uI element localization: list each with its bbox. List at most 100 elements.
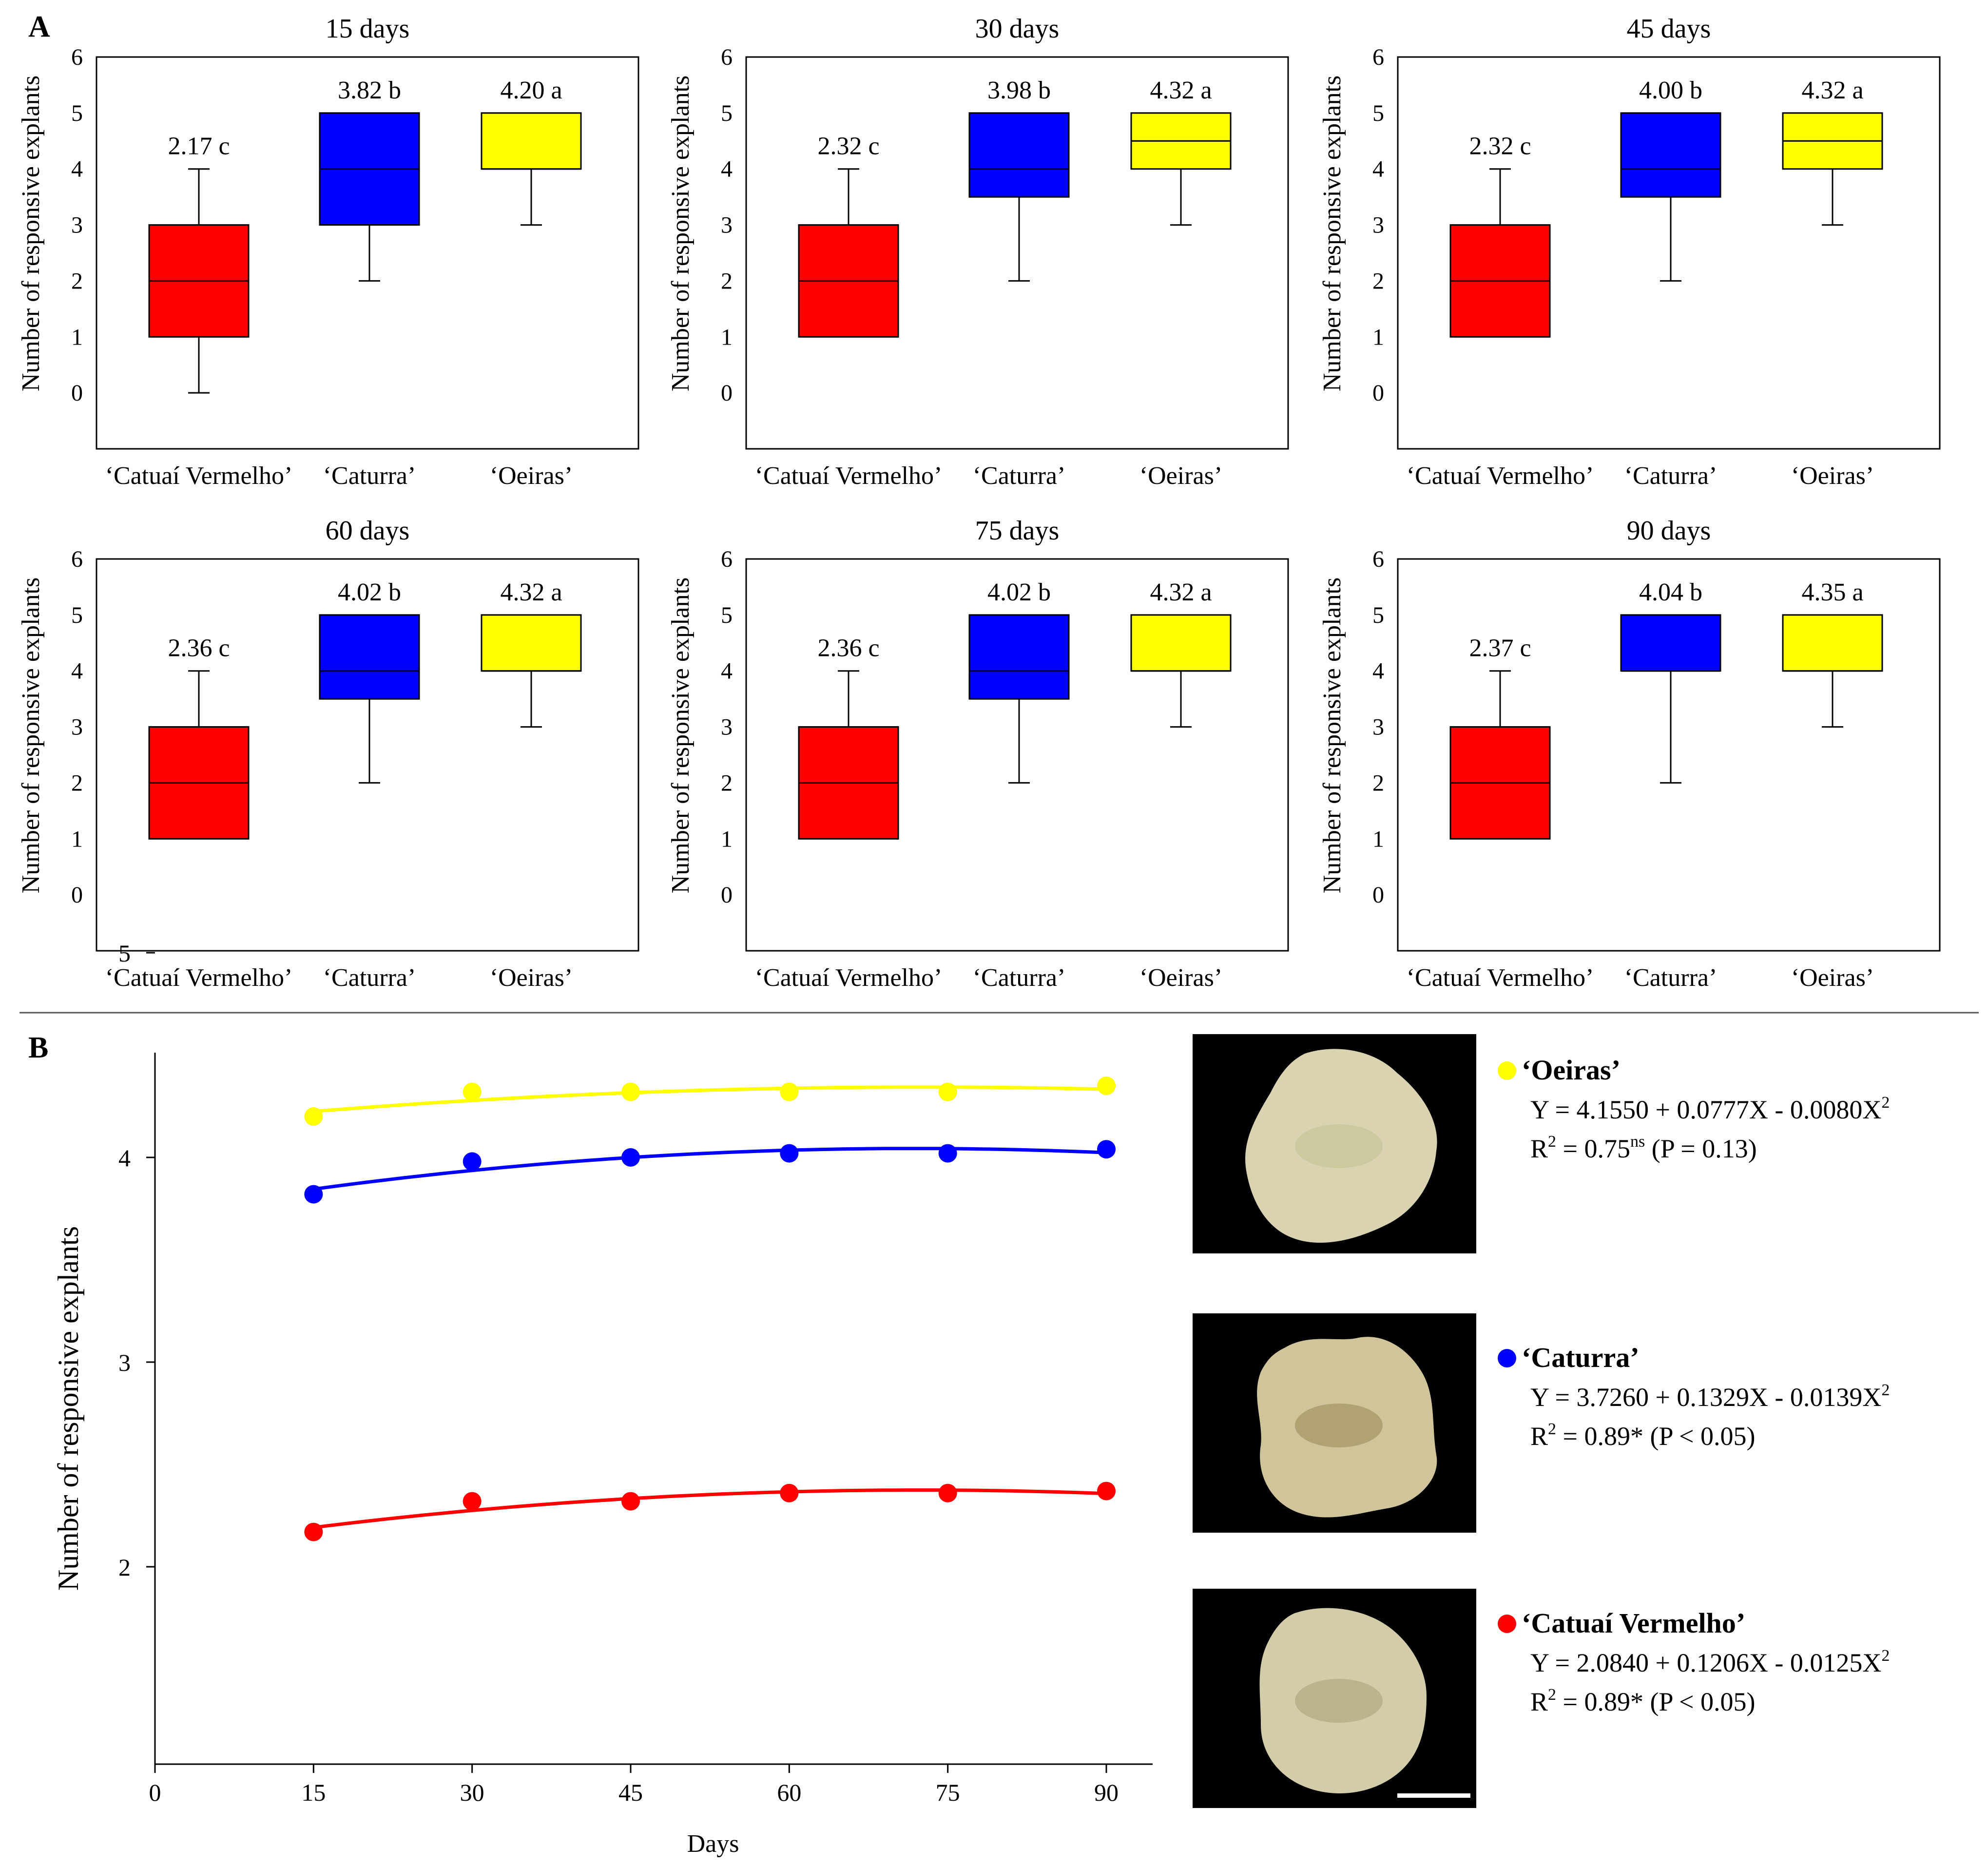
panel-title: 30 days <box>975 14 1060 44</box>
box: 2.17 c <box>148 133 250 394</box>
y-tick-label: 5 <box>1372 602 1384 628</box>
y-axis-label: Number of responsive explants <box>1318 577 1346 893</box>
box: 2.36 c <box>148 635 250 840</box>
panel-title: 45 days <box>1627 14 1711 44</box>
data-point <box>463 1492 482 1511</box>
plot-frame <box>96 56 639 450</box>
box: 4.20 a <box>481 77 582 226</box>
data-point <box>938 1483 957 1502</box>
mean-label: 4.32 a <box>1150 77 1212 104</box>
y-tick-label: 2 <box>721 268 733 294</box>
scale-bar <box>1397 1793 1470 1798</box>
y-tick-label: 6 <box>71 546 83 572</box>
panel-title: 90 days <box>1627 516 1711 546</box>
x-category-label: ‘Oeiras’ <box>1791 964 1874 992</box>
boxplot-panel: 15 days 0 1 2 3 4 5 6 Number of responsive expla… <box>17 14 639 490</box>
x-category-label: ‘Caturra’ <box>323 462 416 490</box>
explant-center <box>1295 1679 1383 1723</box>
box-rect <box>1620 112 1721 198</box>
mean-label: 3.98 b <box>987 77 1051 104</box>
data-point <box>463 1082 482 1101</box>
x-tick-label: 0 <box>149 1779 161 1806</box>
series <box>304 1481 1116 1541</box>
x-category-label: ‘Caturra’ <box>323 964 416 992</box>
y-tick-label: 4 <box>118 1144 131 1172</box>
x-category-label: ‘Oeiras’ <box>1791 462 1874 490</box>
x-category-label: ‘Oeiras’ <box>490 964 573 992</box>
panel-title: 75 days <box>975 516 1060 546</box>
data-point <box>1097 1140 1116 1159</box>
y-axis-label: Number of responsive explants <box>17 76 45 391</box>
y-axis-label: Number of responsive explants <box>17 577 45 893</box>
y-tick-label: 0 <box>721 882 733 908</box>
y-axis-label: Number of responsive explants <box>1318 76 1346 391</box>
y-tick-label: 1 <box>71 324 83 350</box>
mean-label: 4.32 a <box>1150 578 1212 606</box>
regression-equation: Y = 4.1550 + 0.0777X - 0.0080X2 <box>1530 1094 1890 1124</box>
panel-title: 60 days <box>326 516 410 546</box>
x-tick-label: 15 <box>301 1779 326 1806</box>
fit-curve <box>313 1147 1107 1191</box>
y-tick-label: 3 <box>118 1349 131 1376</box>
explant-center <box>1295 1124 1383 1168</box>
mean-label: 2.36 c <box>817 635 879 662</box>
plot-frame <box>1397 558 1941 952</box>
x-category-label: ‘Oeiras’ <box>1139 964 1222 992</box>
y-tick-label: 2 <box>721 770 733 796</box>
legend-series-name: ‘Catuaí Vermelho’ <box>1522 1607 1745 1639</box>
x-category-label: ‘Caturra’ <box>973 462 1066 490</box>
data-point <box>780 1144 799 1163</box>
y-tick-label: 4 <box>71 658 83 684</box>
explant-photo <box>1193 1034 1476 1253</box>
data-point <box>1097 1077 1116 1095</box>
box-rect <box>481 112 582 170</box>
data-point <box>1097 1481 1116 1500</box>
y-tick-label: 3 <box>721 714 733 740</box>
y-axis-label: Number of responsive explants <box>667 76 695 391</box>
y-tick-label: 2 <box>1372 770 1384 796</box>
x-category-label: ‘Catuaí Vermelho’ <box>1407 462 1594 490</box>
data-point <box>780 1483 799 1502</box>
legend-marker <box>1498 1061 1516 1080</box>
legend-marker <box>1498 1615 1516 1633</box>
mean-label: 4.02 b <box>987 578 1051 606</box>
data-point <box>938 1082 957 1101</box>
box: 4.32 a <box>481 578 582 728</box>
mean-label: 4.02 b <box>338 578 401 606</box>
data-point <box>938 1144 957 1163</box>
plot-frame <box>1397 56 1941 450</box>
x-category-label: ‘Caturra’ <box>1624 462 1718 490</box>
mean-label: 2.32 c <box>1469 133 1531 160</box>
y-tick-label: 0 <box>721 380 733 406</box>
box: 4.32 a <box>1130 578 1232 728</box>
y-tick-label: 3 <box>721 212 733 238</box>
r-squared: R2 = 0.75ns (P = 0.13) <box>1530 1133 1757 1163</box>
y-tick-label: 6 <box>1372 546 1384 572</box>
data-point <box>304 1185 323 1204</box>
mean-label: 4.35 a <box>1801 578 1863 606</box>
x-tick-label: 45 <box>618 1779 643 1806</box>
y-tick-label: 5 <box>721 602 733 628</box>
y-tick-label: 0 <box>71 380 83 406</box>
y-tick-label: 0 <box>1372 380 1384 406</box>
y-tick-label: 2 <box>71 268 83 294</box>
mean-label: 4.32 a <box>500 578 562 606</box>
y-axis-label: Number of responsive explants <box>667 577 695 893</box>
explant-photo <box>1193 1313 1476 1533</box>
y-tick-label: 1 <box>721 826 733 852</box>
box-rect <box>1130 614 1232 672</box>
x-category-label: ‘Catuaí Vermelho’ <box>755 462 943 490</box>
regression-equation: Y = 2.0840 + 0.1206X - 0.0125X2 <box>1530 1647 1890 1677</box>
mean-label: 2.17 c <box>168 133 230 160</box>
series <box>304 1140 1116 1204</box>
fit-curve <box>313 1085 1107 1114</box>
x-tick-label: 30 <box>460 1779 484 1806</box>
box: 2.32 c <box>798 133 899 338</box>
mean-label: 2.37 c <box>1469 635 1531 662</box>
y-tick-label: 3 <box>1372 212 1384 238</box>
x-tick-label: 90 <box>1094 1779 1119 1806</box>
legend-entry: ‘Oeiras’ Y = 4.1550 + 0.0777X - 0.0080X2 R… <box>1498 1054 1890 1163</box>
data-point <box>463 1152 482 1171</box>
